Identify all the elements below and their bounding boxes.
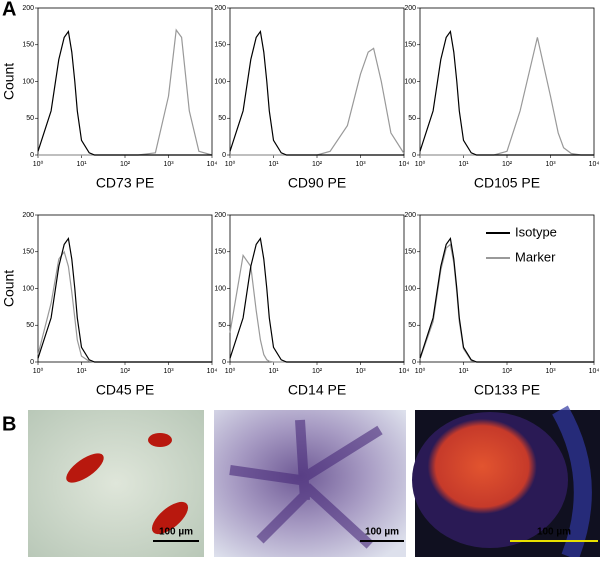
x-tick-label: 10⁴ [399, 368, 410, 375]
x-tick-label: 10⁴ [399, 161, 410, 168]
x-tick-label: 10⁴ [589, 161, 600, 168]
x-tick-label: 10⁰ [33, 367, 44, 375]
x-tick-label: 10² [120, 161, 131, 168]
panel-label: A [2, 0, 16, 20]
x-tick-label: 10² [312, 368, 323, 375]
legend-label: Marker [515, 249, 556, 264]
y-tick-label: 150 [404, 42, 416, 49]
legend-label: Isotype [515, 224, 557, 239]
x-tick-label: 10³ [355, 368, 366, 375]
micrograph [28, 410, 204, 557]
y-tick-label: 0 [412, 152, 416, 159]
y-tick-label: 50 [26, 115, 34, 122]
histogram-line [420, 37, 594, 156]
x-tick-label: 10³ [355, 161, 366, 168]
scale-bar-label: 100 µm [365, 527, 399, 538]
y-tick-label: 200 [22, 5, 34, 12]
x-tick-label: 10⁰ [415, 367, 426, 375]
x-tick-label: 10³ [163, 161, 174, 168]
x-tick-label: 10¹ [268, 161, 279, 168]
y-tick-label: 50 [408, 322, 416, 329]
y-tick-label: 200 [214, 212, 226, 219]
y-tick-label: 150 [22, 249, 34, 256]
x-axis-label: CD73 PE [96, 175, 154, 191]
micrograph [214, 410, 406, 557]
x-tick-label: 10⁰ [415, 160, 426, 168]
x-tick-label: 10⁰ [225, 160, 236, 168]
histogram-line [229, 29, 404, 156]
y-tick-label: 0 [222, 152, 226, 159]
y-tick-label: 100 [22, 78, 34, 85]
panel-label: B [2, 413, 16, 435]
plot-frame [419, 7, 595, 156]
histogram-line [229, 236, 404, 363]
x-tick-label: 10¹ [458, 368, 469, 375]
x-tick-label: 10⁴ [207, 161, 218, 168]
histogram-line [419, 29, 594, 156]
y-tick-label: 100 [404, 285, 416, 292]
y-axis-label: Count [1, 63, 17, 100]
y-tick-label: 100 [214, 285, 226, 292]
y-tick-label: 0 [222, 359, 226, 366]
histogram-line [38, 28, 213, 156]
histogram-line [229, 253, 404, 363]
x-tick-label: 10¹ [458, 161, 469, 168]
x-tick-label: 10³ [545, 161, 556, 168]
plot-frame [229, 7, 405, 156]
x-axis-label: CD105 PE [474, 175, 540, 191]
plot-frame [419, 214, 595, 363]
y-tick-label: 50 [218, 115, 226, 122]
histogram-line [419, 243, 594, 363]
y-tick-label: 150 [214, 249, 226, 256]
x-axis-label: CD90 PE [288, 175, 346, 191]
y-tick-label: 150 [22, 42, 34, 49]
x-tick-label: 10¹ [76, 368, 87, 375]
x-tick-label: 10⁰ [225, 367, 236, 375]
micrograph [412, 405, 600, 561]
x-tick-label: 10² [312, 161, 323, 168]
histogram-line [419, 236, 594, 363]
histogram-line [37, 236, 212, 363]
x-axis-label: CD14 PE [288, 382, 346, 398]
y-tick-label: 200 [22, 212, 34, 219]
y-tick-label: 0 [412, 359, 416, 366]
x-tick-label: 10³ [545, 368, 556, 375]
histogram-line [37, 250, 212, 363]
scale-bar-label: 100 µm [159, 527, 193, 538]
x-tick-label: 10¹ [76, 161, 87, 168]
y-axis-label: Count [1, 270, 17, 307]
x-tick-label: 10² [502, 161, 513, 168]
y-tick-label: 0 [30, 152, 34, 159]
x-axis-label: CD133 PE [474, 382, 540, 398]
y-tick-label: 150 [214, 42, 226, 49]
x-tick-label: 10² [502, 368, 513, 375]
plot-frame [37, 214, 213, 363]
x-tick-label: 10⁴ [207, 368, 218, 375]
y-tick-label: 200 [214, 5, 226, 12]
y-tick-label: 100 [404, 78, 416, 85]
y-tick-label: 200 [404, 212, 416, 219]
x-tick-label: 10¹ [268, 368, 279, 375]
y-tick-label: 50 [26, 322, 34, 329]
x-tick-label: 10³ [163, 368, 174, 375]
histogram-line [37, 29, 212, 156]
scale-bar-label: 100 µm [537, 527, 571, 538]
y-tick-label: 200 [404, 5, 416, 12]
y-tick-label: 50 [218, 322, 226, 329]
x-tick-label: 10² [120, 368, 131, 375]
histogram-line [230, 47, 405, 156]
y-tick-label: 0 [30, 359, 34, 366]
y-tick-label: 100 [22, 285, 34, 292]
x-axis-label: CD45 PE [96, 382, 154, 398]
x-tick-label: 10⁴ [589, 368, 600, 375]
x-tick-label: 10⁰ [33, 160, 44, 168]
y-tick-label: 100 [214, 78, 226, 85]
plot-frame [229, 214, 405, 363]
y-tick-label: 150 [404, 249, 416, 256]
y-tick-label: 50 [408, 115, 416, 122]
